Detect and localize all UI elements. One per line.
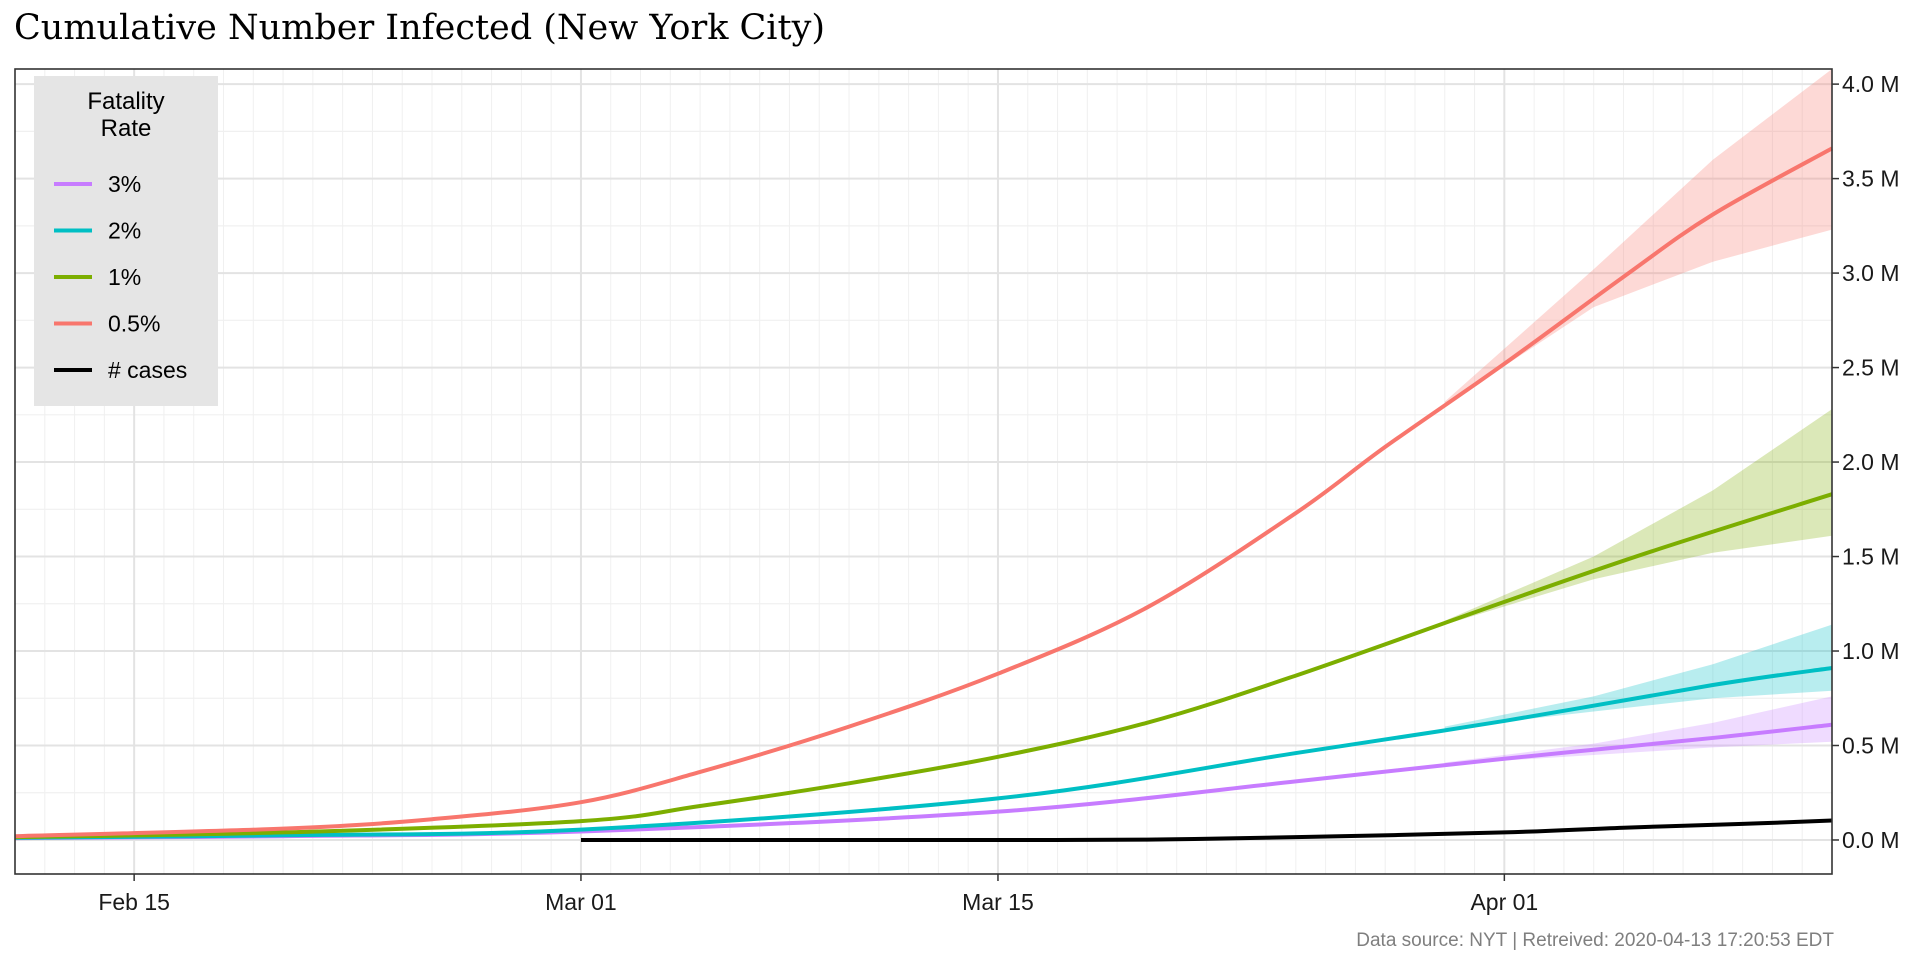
data-source-caption: Data source: NYT | Retreived: 2020-04-13… <box>1356 930 1834 951</box>
x-tick-label: Apr 01 <box>1470 889 1538 915</box>
legend-label: # cases <box>108 357 187 383</box>
legend-background <box>34 76 218 406</box>
legend-label: 2% <box>108 218 141 244</box>
y-tick-label: 2.0 M <box>1842 449 1900 475</box>
confidence-band <box>1444 624 1832 729</box>
confidence-band <box>1444 696 1832 765</box>
legend-label: 3% <box>108 171 141 197</box>
y-tick-label: 1.5 M <box>1842 544 1900 570</box>
x-tick-label: Mar 15 <box>962 889 1034 915</box>
series-line <box>14 492 1833 840</box>
series-line <box>580 818 1833 843</box>
x-tick-label: Mar 01 <box>545 889 617 915</box>
plot-panel-border <box>14 68 1833 875</box>
y-tick-label: 2.5 M <box>1842 355 1900 381</box>
confidence-bands <box>1444 69 1832 765</box>
y-tick-label: 0.0 M <box>1842 827 1900 853</box>
series-line <box>14 666 1833 840</box>
legend-label: 0.5% <box>108 311 160 337</box>
legend-title: Rate <box>101 115 152 142</box>
legend-title: Fatality <box>87 88 164 115</box>
confidence-band <box>1444 69 1832 406</box>
major-gridlines <box>15 69 1832 874</box>
y-tick-label: 3.0 M <box>1842 260 1900 286</box>
y-tick-label: 0.5 M <box>1842 733 1900 759</box>
y-tick-label: 3.5 M <box>1842 166 1900 192</box>
y-axis: 0.0 M 0.5 M 1.0 M 1.5 M 2.0 M 2.5 M 3.0 M 3.5 M… <box>1832 71 1900 853</box>
series-lines <box>14 146 1833 843</box>
y-tick-label: 4.0 M <box>1842 71 1900 97</box>
series-line <box>14 722 1833 841</box>
x-tick-label: Feb 15 <box>98 889 170 915</box>
confidence-band <box>1444 409 1832 625</box>
chart-title: Cumulative Number Infected (New York Cit… <box>14 8 825 48</box>
series-line <box>14 146 1833 839</box>
legend-label: 1% <box>108 264 141 290</box>
y-tick-label: 1.0 M <box>1842 638 1900 664</box>
x-axis: Feb 15 Mar 01 Mar 15 Apr 01 <box>98 874 1538 915</box>
